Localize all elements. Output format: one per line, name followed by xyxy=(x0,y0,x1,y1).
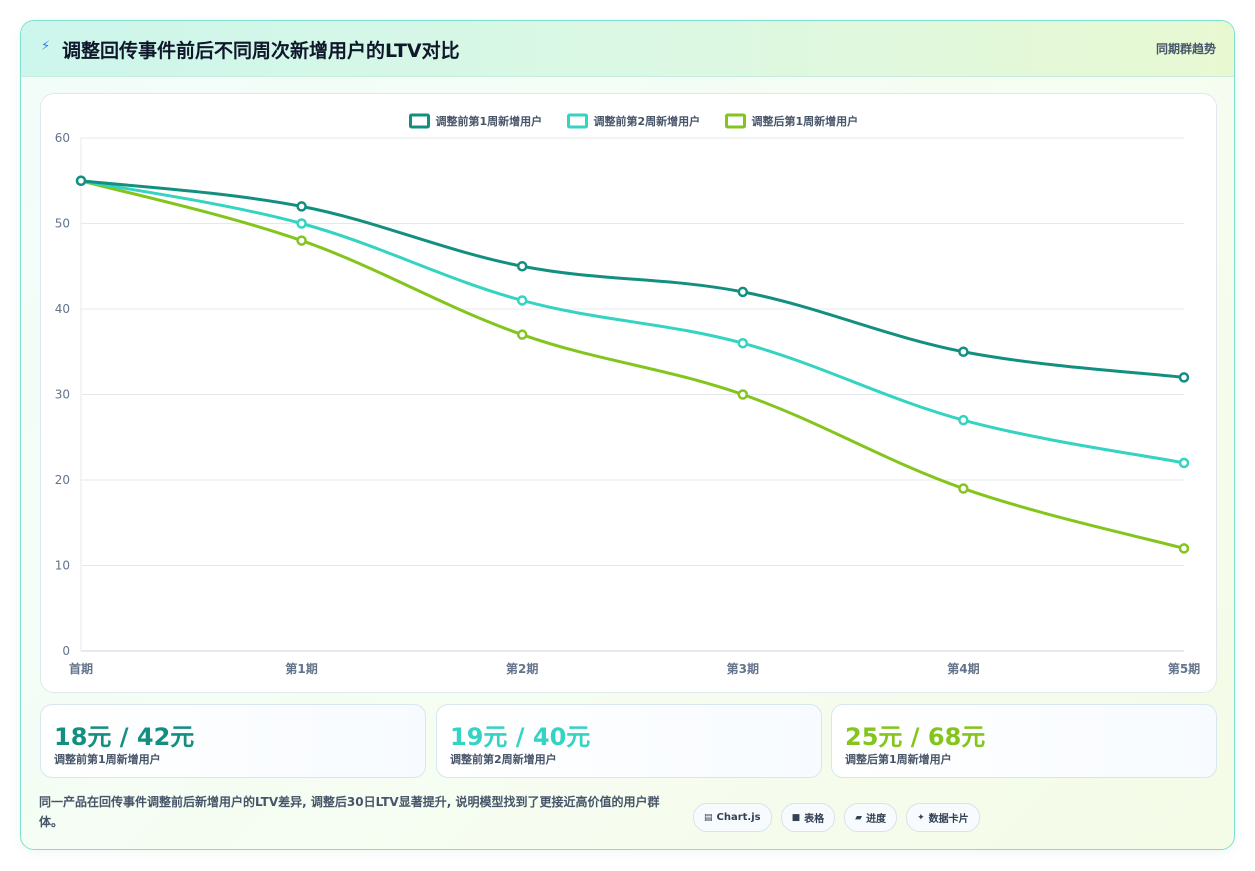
y-tick-label: 30 xyxy=(55,388,70,402)
x-tick-label: 第4期 xyxy=(947,661,979,676)
tag-label: 数据卡片 xyxy=(928,814,969,825)
data-point xyxy=(1178,457,1190,469)
x-tick-label: 第3期 xyxy=(727,661,759,676)
sparkle-icon: ✦ xyxy=(917,812,925,823)
data-point xyxy=(1178,543,1190,554)
tag-data-card[interactable]: ✦ 数据卡片 xyxy=(906,803,980,832)
table-icon: ■ xyxy=(791,812,801,823)
data-point xyxy=(296,201,307,212)
y-tick-label: 40 xyxy=(55,302,70,316)
data-point xyxy=(958,414,969,426)
tag-chartjs[interactable]: ▤ Chart.js xyxy=(693,803,772,832)
legend-item: 调整前第2周新增用户 xyxy=(567,113,701,129)
x-tick-label: 第2期 xyxy=(506,661,538,676)
footnote: 同一产品在回传事件调整前后新增用户的LTV差异, 调整后30日LTV显著提升, … xyxy=(39,795,660,829)
data-point xyxy=(737,286,749,298)
legend-label: 调整后第1周新增用户 xyxy=(752,114,859,128)
header-right-label: 同期群趋势 xyxy=(1155,42,1216,56)
y-tick-label: 50 xyxy=(55,217,70,231)
data-point xyxy=(737,389,749,400)
kpi-label: 调整前第2周新增用户 xyxy=(450,753,557,766)
legend-label: 调整前第2周新增用户 xyxy=(594,114,701,128)
data-point xyxy=(737,337,749,349)
progress-icon: ▰ xyxy=(855,812,863,823)
y-tick-label: 20 xyxy=(55,473,70,487)
legend-label: 调整前第1周新增用户 xyxy=(436,114,543,128)
y-tick-label: 10 xyxy=(55,559,70,573)
data-point xyxy=(958,346,969,357)
tag-list: ▤ Chart.js ■ 表格 ▰ 进度 ✦ 数据卡片 xyxy=(693,803,980,832)
kpi-card-1: 18元 / 42元 调整前第1周新增用户 xyxy=(40,704,426,778)
x-tick-label: 首期 xyxy=(69,661,93,676)
series-line xyxy=(79,179,1186,550)
data-point xyxy=(516,295,528,306)
series-line xyxy=(79,179,1186,379)
y-tick-label: 60 xyxy=(55,131,70,145)
data-point xyxy=(296,235,307,246)
data-point xyxy=(75,175,87,186)
kpi-card-2: 19元 / 40元 调整前第2周新增用户 xyxy=(436,704,822,778)
data-point xyxy=(516,329,528,340)
card-header: ⚡ 调整回传事件前后不同周次新增用户的LTV对比 同期群趋势 xyxy=(21,21,1234,77)
dashboard-card: ⚡ 调整回传事件前后不同周次新增用户的LTV对比 同期群趋势 0 10 20 30 40… xyxy=(20,20,1235,850)
lightning-icon: ⚡ xyxy=(41,39,51,54)
page-title: 调整回传事件前后不同周次新增用户的LTV对比 xyxy=(62,40,460,62)
tag-label: 进度 xyxy=(866,814,887,825)
x-tick-label: 第1期 xyxy=(285,661,317,676)
legend-item: 调整前第1周新增用户 xyxy=(409,113,543,129)
legend-swatch xyxy=(409,113,430,129)
x-tick-label: 第5期 xyxy=(1168,661,1200,676)
chart-panel: 0 10 20 30 40 50 60 首期 第1期 第2期 第3期 第4期 第5期 调整前第1周新增用户… xyxy=(40,93,1217,693)
y-tick-label: 0 xyxy=(62,644,70,658)
legend-swatch xyxy=(725,113,746,129)
series-line xyxy=(79,179,1186,465)
tag-progress[interactable]: ▰ 进度 xyxy=(844,803,898,832)
chart-icon: ▤ xyxy=(704,812,713,823)
kpi-value: 25元 / 68元 xyxy=(845,723,986,751)
tag-table[interactable]: ■ 表格 xyxy=(780,803,836,832)
tag-label: 表格 xyxy=(804,814,825,825)
kpi-card-3: 25元 / 68元 调整后第1周新增用户 xyxy=(831,704,1217,778)
data-point xyxy=(958,483,969,494)
ltv-line-chart: 0 10 20 30 40 50 60 首期 第1期 第2期 第3期 第4期 第5期 调整前第1周新增用户… xyxy=(55,113,1200,676)
tag-label: Chart.js xyxy=(716,812,761,823)
legend-item: 调整后第1周新增用户 xyxy=(725,113,859,129)
kpi-label: 调整后第1周新增用户 xyxy=(845,753,952,766)
data-point xyxy=(1178,372,1190,383)
data-point xyxy=(516,261,528,272)
kpi-label: 调整前第1周新增用户 xyxy=(54,753,161,766)
kpi-value: 18元 / 42元 xyxy=(54,723,195,751)
legend-swatch xyxy=(567,113,588,129)
kpi-value: 19元 / 40元 xyxy=(450,723,591,751)
data-point xyxy=(296,218,307,229)
